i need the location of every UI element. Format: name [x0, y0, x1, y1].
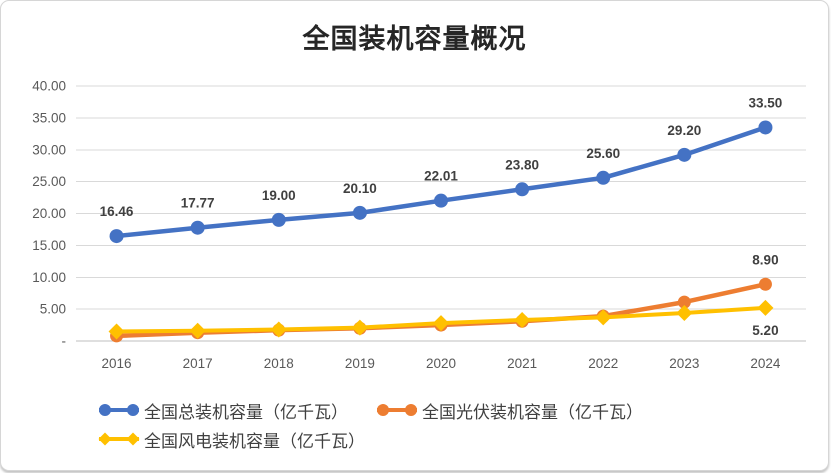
data-point-diamond — [433, 315, 449, 332]
x-axis-tick-label: 2024 — [750, 356, 781, 371]
y-axis-tick-label: - — [62, 334, 67, 349]
x-axis-tick-label: 2016 — [102, 356, 132, 371]
legend-label: 全国光伏装机容量（亿千瓦） — [422, 402, 643, 422]
x-axis-tick-label: 2018 — [264, 356, 294, 371]
data-label: 33.50 — [749, 95, 783, 110]
data-point-diamond — [514, 311, 531, 328]
data-label: 8.90 — [752, 252, 778, 267]
data-label: 20.10 — [343, 181, 377, 196]
data-point-circle — [515, 182, 530, 197]
data-point-diamond — [108, 323, 125, 340]
x-axis-tick-label: 2021 — [507, 356, 537, 371]
data-label: 23.80 — [505, 157, 539, 172]
data-point-diamond — [757, 299, 774, 316]
data-point-diamond — [189, 322, 206, 339]
legend: 全国总装机容量（亿千瓦） 全国光伏装机容量（亿千瓦） 全国风电装机容量（亿千瓦） — [96, 399, 681, 451]
legend-label: 全国风电装机容量（亿千瓦） — [144, 431, 365, 451]
data-label: 16.46 — [100, 204, 134, 219]
x-axis-tick-label: 2023 — [669, 356, 699, 371]
y-axis-tick-label: 30.00 — [32, 142, 66, 157]
data-point-diamond — [676, 304, 693, 321]
data-point-diamond — [351, 319, 368, 336]
legend-item-2: 全国光伏装机容量（亿千瓦） — [374, 399, 643, 422]
y-axis-tick-label: 20.00 — [32, 206, 66, 221]
legend-diamond-line-icon — [98, 432, 140, 446]
data-point-circle — [677, 295, 691, 309]
data-point-circle — [434, 193, 448, 208]
legend-circle-line-icon — [377, 404, 417, 416]
y-axis-tick-label: 5.00 — [40, 302, 66, 317]
data-label: 29.20 — [667, 123, 701, 138]
x-axis-tick-label: 2020 — [426, 356, 456, 371]
x-axis-tick-label: 2019 — [345, 356, 375, 371]
legend-label: 全国总装机容量（亿千瓦） — [144, 402, 348, 422]
data-point-diamond — [595, 309, 612, 326]
legend-item-1: 全国总装机容量（亿千瓦） — [96, 399, 348, 422]
data-point-circle — [758, 277, 772, 291]
data-point-circle — [190, 220, 205, 235]
y-axis-tick-label: 35.00 — [32, 110, 66, 125]
data-point-diamond — [270, 321, 287, 338]
y-axis-tick-label: 40.00 — [32, 79, 66, 94]
data-label: 22.01 — [424, 169, 458, 184]
data-point-circle — [109, 229, 124, 244]
y-axis-tick-label: 25.00 — [32, 174, 66, 189]
data-label: 19.00 — [262, 188, 296, 203]
data-point-circle — [352, 205, 367, 220]
chart-title: 全国装机容量概况 — [302, 24, 527, 54]
data-label: 5.20 — [752, 323, 778, 338]
data-label: 17.77 — [181, 196, 215, 211]
x-axis-tick-label: 2017 — [183, 356, 213, 371]
legend-circle-line-icon — [99, 404, 139, 416]
y-axis-tick-label: 15.00 — [32, 238, 66, 253]
data-point-circle — [271, 212, 286, 227]
y-axis-tick-label: 10.00 — [32, 270, 66, 285]
x-axis-tick-label: 2022 — [588, 356, 618, 371]
legend-item-3: 全国风电装机容量（亿千瓦） — [96, 428, 365, 451]
data-point-circle — [758, 120, 773, 135]
data-label: 25.60 — [586, 146, 620, 161]
data-point-circle — [596, 170, 611, 185]
data-point-circle — [677, 147, 692, 162]
